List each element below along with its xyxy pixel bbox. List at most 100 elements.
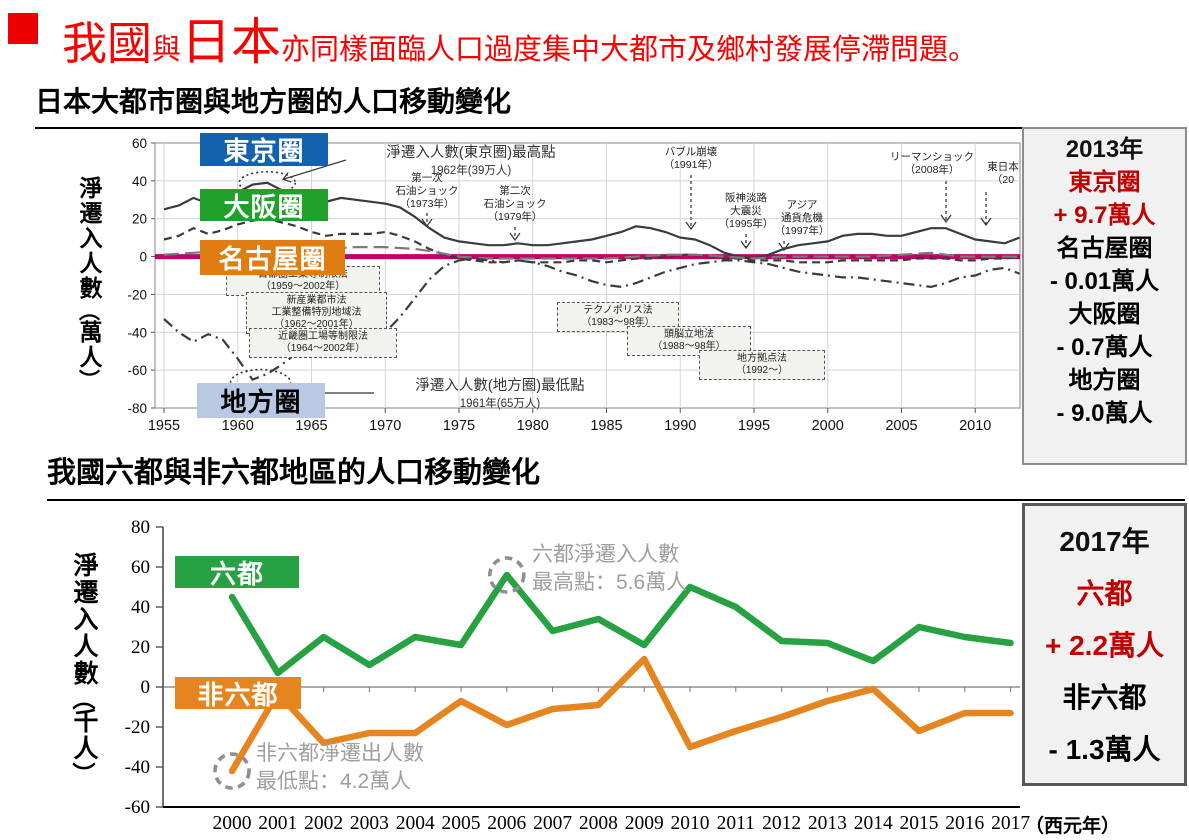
summary-entry-value: + 9.7萬人 xyxy=(1053,202,1156,229)
x-tick-label: 2002 xyxy=(304,813,343,834)
summary-entry-value: - 9.0萬人 xyxy=(1056,400,1153,427)
summary-entry-label: 六都 xyxy=(1076,578,1133,609)
summary-entry-label: 非六都 xyxy=(1062,682,1147,713)
x-tick-label: 2010 xyxy=(671,813,710,834)
event-annotation: 第一次 石油ショック （1973年） xyxy=(395,172,459,211)
event-annotation: アジア 通貨危機 （1997年） xyxy=(774,199,830,238)
x-tick-label: 2009 xyxy=(625,813,664,834)
axis-label-char: 遷 xyxy=(79,200,103,226)
y-tick-label: 80 xyxy=(131,517,150,538)
x-tick-label: 2006 xyxy=(487,813,526,834)
x-tick-label: 2007 xyxy=(533,813,572,834)
peak-marker xyxy=(238,170,297,195)
axis-label-char: 萬 xyxy=(79,319,103,345)
event-annotation: リーマンショック （2008年） xyxy=(890,151,974,177)
axis-label-char: 淨 xyxy=(73,552,99,580)
x-tick-label: 2017 xyxy=(991,813,1030,834)
x-tick-label: 1980 xyxy=(517,418,549,434)
event-annotation: 阪神淡路 大震災 （1995年） xyxy=(718,192,774,231)
summary-entry-label: 大阪圈 xyxy=(1068,301,1141,328)
y-tick-label: -40 xyxy=(127,325,147,340)
axis-label-char: 遷 xyxy=(73,579,99,607)
series-地方圈 xyxy=(163,257,1020,381)
section-title-taiwan: 我國六都與非六都地區的人口移動變化 xyxy=(47,449,1185,501)
x-tick-label: 1970 xyxy=(369,418,401,434)
axis-label-char: ） xyxy=(76,369,100,390)
annotation-line: 淨遷入人數(東京圈)最高點 xyxy=(386,145,556,161)
event-annotation: 第二次 石油ショック （1979年） xyxy=(483,185,547,224)
x-tick-label: 2005 xyxy=(885,418,917,434)
axis-label-char: ） xyxy=(70,762,97,785)
japan-y-axis-label: 淨遷入人數（萬人） xyxy=(76,175,106,391)
event-annotation: 東日本 （20 xyxy=(987,161,1019,187)
title-part: 亦同樣面臨人口過度集中大都市及鄉村發展停滯問題。 xyxy=(281,34,978,66)
y-tick-label: -20 xyxy=(127,287,147,302)
y-tick-label: 0 xyxy=(139,250,147,265)
annotation-line: 1962年(39万人) xyxy=(430,165,512,177)
extreme-marker xyxy=(213,752,251,790)
y-tick-label: -40 xyxy=(125,757,150,778)
axis-label-char: 入 xyxy=(79,225,103,251)
x-tick-label: 1960 xyxy=(222,418,254,434)
x-tick-label: 1995 xyxy=(738,418,770,434)
series-六都 xyxy=(228,571,1014,677)
legend-chip-名古屋圈: 名古屋圈 xyxy=(200,240,345,275)
x-tick-label: 1955 xyxy=(148,418,180,434)
x-tick-label: 2004 xyxy=(396,813,435,834)
page-title: 我國與日本亦同樣面臨人口過度集中大都市及鄉村發展停滯問題。 xyxy=(62,2,977,74)
peak-annotation: 淨遷入人數(東京圈)最高點 1962年(39万人) xyxy=(346,141,596,178)
axis-label-char: 數 xyxy=(73,660,99,688)
summary-entry-value: - 1.3萬人 xyxy=(1048,734,1161,765)
y-tick-label: 40 xyxy=(131,597,150,618)
axis-label-char: 淨 xyxy=(79,175,103,201)
x-tick-label: 2011 xyxy=(717,813,755,834)
y-tick-label: -60 xyxy=(127,363,147,378)
axis-label-char: 千 xyxy=(73,708,99,736)
law-box: 地方拠点法 （1992～） xyxy=(699,350,825,380)
event-annotation: バブル崩壊 （1991年） xyxy=(663,146,719,172)
legend-chip-六都: 六都 xyxy=(175,556,299,589)
axis-label-char: 人 xyxy=(73,633,99,661)
summary-entry-label: 地方圈 xyxy=(1068,367,1141,394)
summary-entry-label: 名古屋圈 xyxy=(1056,235,1153,262)
law-box: 近畿圏工場等制限法 （1964～2002年） xyxy=(249,328,397,358)
summary-year: 2017年 xyxy=(1059,526,1150,557)
x-tick-label: 2010 xyxy=(959,418,991,434)
japan-summary-box: 2013年 東京圈 + 9.7萬人 名古屋圈 - 0.01萬人 大阪圈 - 0.7萬人 地方… xyxy=(1022,127,1187,465)
title-part: 日本 xyxy=(181,14,282,70)
axis-label-char: （ xyxy=(76,300,100,321)
x-tick-label: 2013 xyxy=(808,813,847,834)
x-tick-label: 2000 xyxy=(213,813,252,834)
extreme-marker xyxy=(487,556,526,594)
section-title-japan: 日本大都市圈與地方圈的人口移動變化 xyxy=(35,80,1171,129)
axis-label-char: 人 xyxy=(79,250,103,276)
taiwan-y-axis-label: 淨遷入人數（千人） xyxy=(70,552,102,786)
x-tick-label: 2016 xyxy=(945,813,984,834)
trough-annotation: 淨遷入人數(地方圈)最低點 1961年(65万人) xyxy=(380,374,620,411)
axis-label-char: （ xyxy=(70,687,97,710)
x-tick-label: 2015 xyxy=(900,813,939,834)
summary-entry-value: + 2.2萬人 xyxy=(1044,630,1165,661)
x-tick-label: 2000 xyxy=(812,418,844,434)
x-tick-label: 2003 xyxy=(350,813,389,834)
legend-chip-東京圈: 東京圈 xyxy=(200,133,328,166)
axis-label-char: 入 xyxy=(73,606,99,634)
extreme-annotation: 六都淨遷入人數 最高點：5.6萬人 xyxy=(532,543,688,595)
x-tick-label: 2001 xyxy=(258,813,297,834)
y-tick-label: -20 xyxy=(125,717,150,738)
y-tick-label: -60 xyxy=(125,797,150,818)
extreme-annotation: 非六都淨遷出人數 最低點：4.2萬人 xyxy=(256,742,424,794)
x-tick-label: 2014 xyxy=(854,813,893,834)
x-tick-label: 1985 xyxy=(590,418,622,434)
legend-chip-非六都: 非六都 xyxy=(175,677,301,710)
series-大阪圈 xyxy=(163,217,1020,264)
summary-entry-label: 東京圈 xyxy=(1068,169,1141,196)
annotation-line: 1961年(65万人) xyxy=(459,398,541,410)
y-tick-label: 20 xyxy=(132,212,147,227)
summary-entry-value: - 0.7萬人 xyxy=(1056,334,1153,361)
x-axis-unit-label: （西元年） xyxy=(1025,816,1121,837)
y-tick-label: 20 xyxy=(131,637,150,658)
x-tick-label: 2012 xyxy=(762,813,801,834)
annotation-line: 淨遷入人數(地方圈)最低點 xyxy=(415,378,585,394)
